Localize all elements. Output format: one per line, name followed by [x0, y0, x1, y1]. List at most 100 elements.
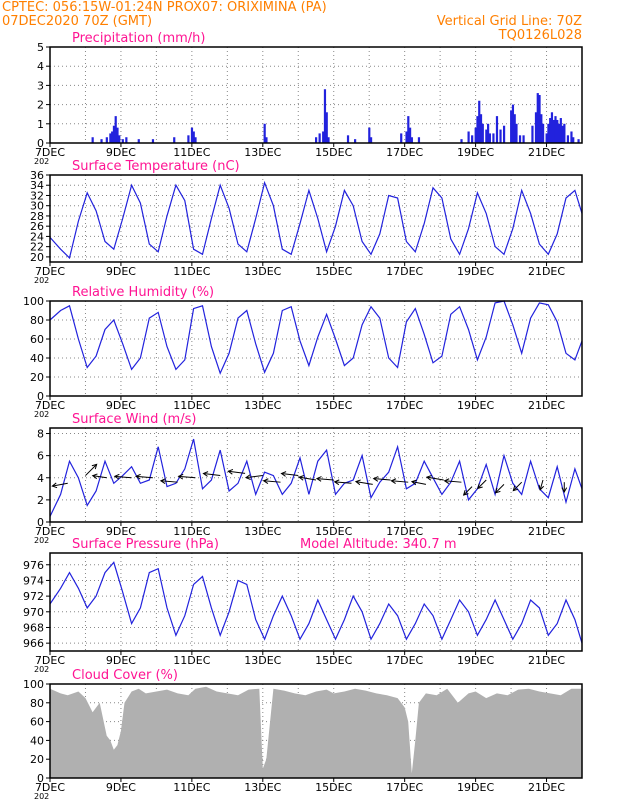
cloud-xtick-label: 17DEC	[386, 781, 423, 794]
precip-bar-6	[114, 116, 117, 143]
wind-arrowhead-19	[425, 475, 432, 481]
pres-xtick-label: 15DEC	[315, 654, 352, 667]
rh-xtick-label: 17DEC	[386, 399, 423, 412]
rh-ytick-label: 40	[30, 352, 44, 365]
temp-ytick-label: 36	[30, 169, 44, 182]
rh-ytick-label: 60	[30, 333, 44, 346]
pres-subtitle: Model Altitude: 340.7 m	[300, 537, 457, 552]
temp-ytick-label: 24	[30, 230, 44, 243]
precip-panel	[46, 46, 583, 147]
precip-bar-44	[485, 129, 488, 143]
wind-xtick-label: 19DEC	[457, 525, 494, 538]
precip-bar-73	[563, 123, 566, 143]
precip-bar-23	[323, 89, 327, 143]
temp-xtick-label: 9DEC	[106, 265, 136, 278]
precip-xtick-label: 19DEC	[457, 146, 494, 159]
precip-bar-76	[572, 137, 575, 143]
cloud-xtick-label: 9DEC	[106, 781, 136, 794]
temp-xtick-label: 7DEC	[35, 265, 65, 278]
precip-bar-24	[325, 112, 328, 143]
wind-arrowhead-22	[477, 483, 483, 490]
rh-series-line	[49, 300, 583, 375]
wind-arrow-24	[512, 481, 523, 491]
wind-title: Surface Wind (m/s)	[72, 412, 196, 427]
precip-bar-60	[538, 95, 541, 143]
precip-bar-1	[100, 139, 103, 143]
header-grid-note: Vertical Grid Line: 70Z	[436, 14, 582, 29]
precip-bar-30	[400, 133, 403, 143]
pres-xtick-label: 7DEC	[35, 654, 65, 667]
cloud-area	[50, 686, 582, 778]
wind-arrow-9	[245, 475, 263, 479]
cloud-xtick-label: 19DEC	[457, 781, 494, 794]
temp-year-fragment: 202	[34, 276, 49, 285]
wind-arrowhead-2	[91, 473, 98, 480]
cloud-year-fragment: 202	[34, 792, 49, 800]
wind-arrow-14	[334, 481, 352, 484]
cloud-ytick-label: 40	[30, 734, 44, 747]
pres-ytick-label: 966	[23, 637, 44, 650]
wind-arrowhead-24	[512, 485, 519, 492]
precip-bar-5	[112, 125, 116, 143]
wind-frame	[49, 427, 583, 523]
precip-bar-72	[561, 125, 564, 143]
wind-ytick-label: 6	[37, 450, 44, 463]
precip-bar-67	[552, 119, 555, 143]
pres-frame	[49, 552, 583, 652]
pres-ytick-label: 974	[23, 574, 44, 587]
precip-bar-39	[474, 127, 477, 143]
wind-ytick-label: 0	[37, 516, 44, 529]
cloud-xtick-label: 7DEC	[35, 781, 65, 794]
precip-bar-54	[515, 123, 518, 143]
pres-xtick-label: 9DEC	[106, 654, 136, 667]
precip-bar-3	[109, 133, 112, 143]
rh-xtick-label: 19DEC	[457, 399, 494, 412]
precip-ytick-label: 5	[37, 41, 44, 54]
temp-title: Surface Temperature (nC)	[72, 159, 240, 174]
wind-arrowhead-20	[443, 478, 450, 484]
temp-xtick-label: 21DEC	[528, 265, 565, 278]
precip-xtick-label: 13DEC	[244, 146, 281, 159]
precip-ytick-label: 2	[37, 99, 44, 112]
wind-ytick-label: 4	[37, 472, 44, 485]
precip-bar-26	[346, 135, 350, 143]
rh-frame	[49, 300, 583, 397]
rh-panel	[46, 300, 583, 400]
pres-xtick-label: 13DEC	[244, 654, 281, 667]
precip-bar-66	[550, 112, 554, 143]
wind-arrowhead-3	[113, 473, 120, 480]
wind-arrow-8	[228, 470, 246, 474]
temp-xtick-label: 17DEC	[386, 265, 423, 278]
wind-arrow-2	[92, 475, 107, 479]
cloud-frame	[49, 683, 583, 779]
wind-arrow-12	[299, 476, 317, 481]
cloud-ytick-label: 80	[30, 697, 44, 710]
temp-ytick-label: 26	[30, 220, 44, 233]
pres-ytick-label: 968	[23, 621, 44, 634]
precip-bar-7	[116, 127, 119, 143]
temp-xtick-label: 11DEC	[173, 265, 210, 278]
wind-arrow-3	[114, 475, 132, 479]
wind-arrow-10	[263, 480, 281, 483]
precip-bar-12	[151, 139, 155, 143]
pres-title: Surface Pressure (hPa)	[72, 537, 219, 552]
precip-bar-4	[111, 131, 114, 143]
pres-series-line	[49, 561, 583, 644]
precip-bar-10	[125, 137, 128, 143]
precip-bar-29	[369, 137, 373, 143]
wind-arrowhead-8	[227, 468, 234, 475]
precip-bar-56	[522, 135, 525, 143]
temp-panel	[46, 174, 583, 266]
wind-arrowhead-1	[91, 463, 98, 470]
wind-arrowhead-26	[561, 487, 568, 494]
precip-bar-62	[541, 123, 545, 143]
pres-xtick-label: 17DEC	[386, 654, 423, 667]
wind-arrow-4	[136, 475, 153, 479]
precip-bar-51	[510, 110, 513, 143]
temp-frame	[49, 174, 583, 263]
wind-xtick-label: 21DEC	[528, 525, 565, 538]
precip-bar-32	[407, 116, 410, 143]
wind-arrowhead-5	[159, 478, 166, 484]
precip-bar-40	[476, 116, 479, 143]
cloud-title: Cloud Cover (%)	[72, 668, 178, 683]
